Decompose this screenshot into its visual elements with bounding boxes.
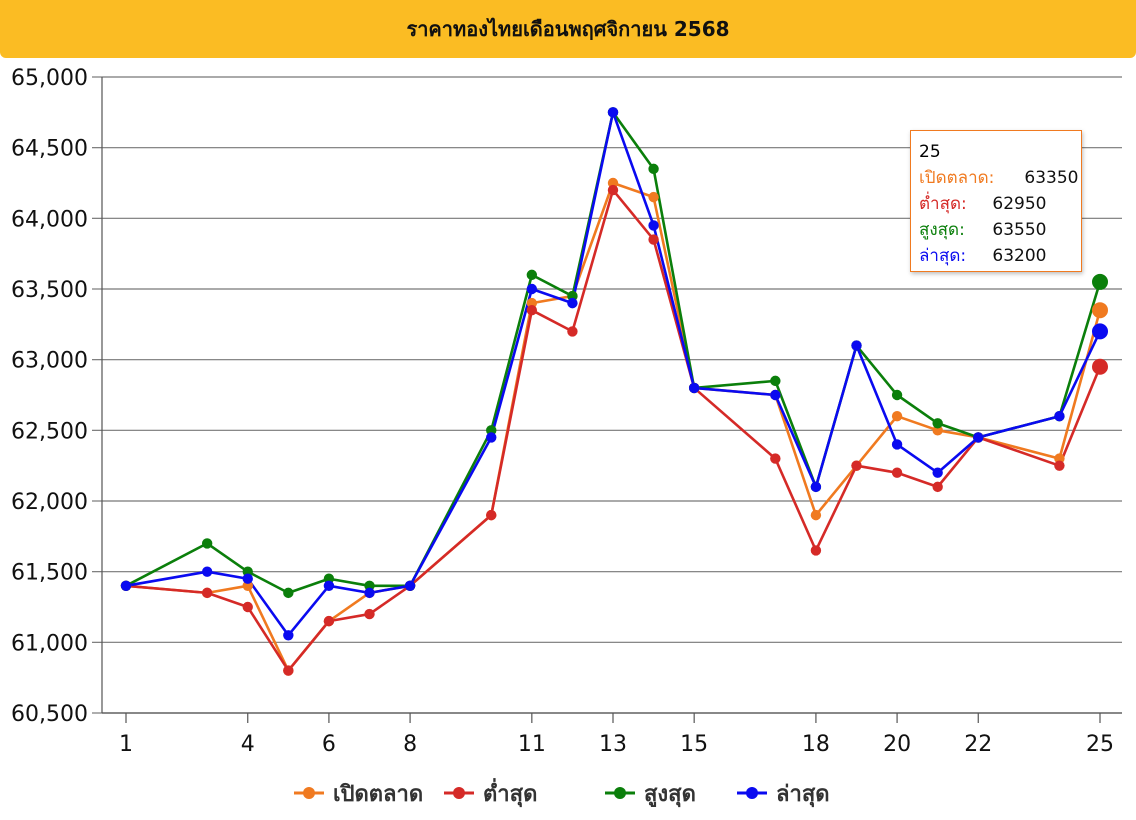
- data-point-3: [973, 432, 984, 443]
- data-point-1: [648, 234, 659, 245]
- data-point-3: [1054, 411, 1065, 422]
- data-point-2: [891, 389, 903, 401]
- y-tick-label: 62,000: [11, 490, 88, 515]
- data-point-3: [486, 432, 497, 443]
- data-point-2: [932, 418, 943, 429]
- x-tick-label: 8: [403, 732, 417, 757]
- data-point-1: [851, 460, 862, 471]
- data-point-2: [201, 538, 213, 549]
- y-tick-label: 65,000: [11, 66, 88, 91]
- y-tick-label: 64,500: [11, 137, 88, 162]
- x-tick-label: 6: [322, 732, 336, 757]
- data-point-3: [648, 220, 659, 231]
- y-tick-label: 60,500: [11, 702, 88, 727]
- data-point-1: [770, 453, 781, 464]
- legend-swatch-dot: [303, 787, 315, 799]
- data-point-3: [526, 283, 538, 295]
- tooltip-value-last: 63200: [992, 246, 1047, 266]
- tooltip-row-open: เปิดตลาด: 63350: [919, 165, 1081, 191]
- data-point-3: [891, 439, 903, 450]
- tooltip-day: 25: [919, 142, 941, 162]
- data-point-1: [242, 601, 253, 613]
- data-point-3: [242, 573, 253, 584]
- legend-label: ต่ำสุด: [483, 777, 537, 808]
- data-point-3: [688, 382, 700, 394]
- data-point-0: [1092, 302, 1108, 319]
- data-point-3: [932, 467, 943, 478]
- data-point-3: [851, 340, 862, 351]
- data-point-3: [364, 587, 375, 599]
- data-point-1: [526, 305, 538, 316]
- data-point-1: [932, 481, 943, 493]
- data-point-3: [567, 297, 578, 309]
- data-point-3: [810, 481, 822, 493]
- data-point-0: [810, 509, 822, 521]
- data-point-2: [1092, 273, 1108, 290]
- x-tick-label: 25: [1086, 732, 1114, 757]
- legend-swatch-dot: [453, 787, 465, 799]
- tooltip-row-low: ต่ำสุด: 62950: [919, 191, 1081, 217]
- data-point-1: [607, 184, 619, 196]
- data-point-3: [283, 630, 294, 641]
- data-point-1: [1054, 460, 1065, 471]
- chart-title: ราคาทองไทยเดือนพฤศจิกายน 2568: [406, 17, 730, 41]
- legend-label: สูงสุด: [644, 782, 696, 808]
- chart-title-bar: ราคาทองไทยเดือนพฤศจิกายน 2568: [0, 0, 1136, 58]
- y-tick-label: 64,000: [11, 207, 88, 232]
- chart-tooltip: 25 เปิดตลาด: 63350 ต่ำสุด: 62950 สูงสุด:…: [910, 130, 1082, 272]
- y-tick-label: 63,000: [11, 349, 88, 374]
- x-tick-label: 13: [599, 732, 627, 757]
- x-tick-label: 4: [241, 732, 255, 757]
- data-point-2: [648, 163, 659, 175]
- data-point-0: [648, 191, 659, 203]
- y-tick-label: 63,500: [11, 278, 88, 303]
- data-point-2: [770, 375, 781, 387]
- legend-label: ล่าสุด: [776, 782, 830, 808]
- data-point-1: [891, 467, 903, 478]
- tooltip-label-last: ล่าสุด:: [919, 246, 967, 266]
- x-tick-label: 22: [964, 732, 992, 757]
- tooltip-row-last: ล่าสุด: 63200: [919, 243, 1081, 269]
- tooltip-value-low: 62950: [992, 194, 1047, 214]
- x-tick-label: 15: [680, 732, 708, 757]
- data-point-1: [567, 326, 578, 337]
- legend-swatch-dot: [614, 787, 626, 799]
- data-point-1: [486, 509, 497, 521]
- tooltip-value-high: 63550: [992, 220, 1047, 240]
- tooltip-label-high: สูงสุด:: [919, 220, 965, 240]
- x-tick-label: 1: [119, 732, 133, 757]
- tooltip-label-open: เปิดตลาด:: [919, 168, 995, 188]
- tooltip-value-open: 63350: [1024, 168, 1079, 188]
- data-point-1: [1092, 358, 1108, 375]
- legend-swatch-dot: [746, 787, 758, 799]
- data-point-1: [283, 665, 294, 676]
- data-point-3: [404, 580, 416, 591]
- data-point-3: [323, 580, 335, 591]
- data-point-1: [810, 545, 822, 556]
- data-point-2: [526, 269, 538, 281]
- tooltip-label-low: ต่ำสุด:: [919, 194, 967, 214]
- y-tick-label: 61,000: [11, 631, 88, 656]
- data-point-3: [607, 107, 619, 118]
- tooltip-row-high: สูงสุด: 63550: [919, 217, 1081, 243]
- x-tick-label: 11: [518, 732, 546, 757]
- data-point-1: [323, 615, 335, 627]
- data-point-3: [1092, 323, 1108, 340]
- data-point-1: [364, 608, 375, 620]
- x-tick-label: 18: [802, 732, 830, 757]
- data-point-1: [201, 587, 213, 599]
- x-tick-label: 20: [883, 732, 911, 757]
- y-tick-label: 62,500: [11, 419, 88, 444]
- data-point-3: [770, 389, 781, 401]
- y-tick-label: 61,500: [11, 561, 88, 586]
- data-point-3: [120, 580, 132, 591]
- data-point-3: [201, 566, 213, 577]
- legend-label: เปิดตลาด: [333, 782, 423, 807]
- data-point-2: [283, 587, 294, 599]
- data-point-0: [891, 411, 903, 422]
